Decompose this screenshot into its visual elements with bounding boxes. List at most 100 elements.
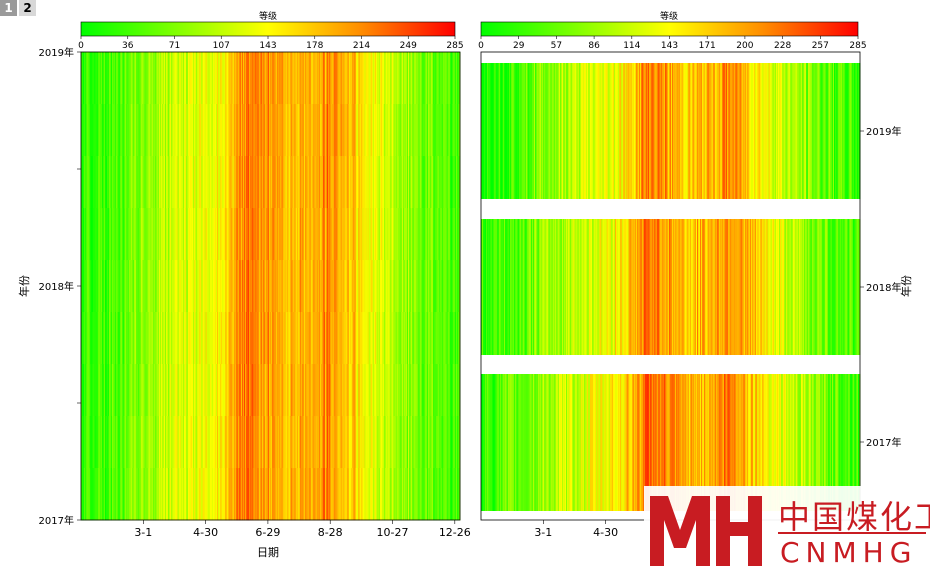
heatmap-cell — [220, 156, 222, 209]
heatmap-cell — [140, 364, 142, 417]
heatmap-cell — [168, 156, 170, 209]
heatmap-cell — [392, 208, 394, 261]
heatmap-cell — [690, 219, 693, 355]
heatmap-cell — [444, 52, 446, 105]
heatmap-cell — [256, 312, 258, 365]
heatmap-cell — [440, 156, 442, 209]
heatmap-cell — [391, 208, 393, 261]
tab-2[interactable]: 2 — [19, 0, 36, 16]
heatmap-cell — [111, 104, 113, 157]
heatmap-cell — [561, 374, 564, 511]
heatmap-cell — [114, 208, 116, 261]
heatmap-cell — [422, 156, 425, 209]
heatmap-cell — [168, 52, 170, 105]
heatmap-cell — [375, 208, 378, 261]
heatmap-cell — [116, 52, 118, 105]
heatmap-cell — [698, 219, 700, 355]
heatmap-cell — [447, 156, 449, 209]
heatmap-cell — [336, 260, 338, 313]
heatmap-cell — [383, 312, 385, 365]
heatmap-cell — [663, 374, 666, 511]
heatmap-cell — [349, 156, 352, 209]
heatmap-cell — [192, 208, 194, 261]
heatmap-cell — [829, 374, 832, 511]
heatmap-cell — [454, 52, 457, 105]
heatmap-cell — [95, 156, 97, 209]
heatmap-cell — [96, 156, 99, 209]
heatmap-cell — [114, 52, 116, 105]
heatmap-cell — [168, 208, 170, 261]
heatmap-cell — [130, 208, 133, 261]
heatmap-cell — [857, 63, 860, 199]
heatmap-cell — [414, 260, 416, 313]
heatmap-cell — [132, 260, 135, 313]
heatmap-cell — [89, 104, 91, 157]
heatmap-cell — [602, 374, 604, 511]
heatmap-cell — [640, 63, 643, 199]
heatmap-cell — [852, 219, 855, 355]
heatmap-cell — [353, 156, 355, 209]
heatmap-cell — [808, 374, 810, 511]
heatmap-cell — [426, 104, 429, 157]
heatmap-cell — [267, 260, 270, 313]
heatmap-cell — [453, 104, 456, 157]
heatmap-cell — [856, 374, 859, 511]
heatmap-cell — [242, 104, 245, 157]
heatmap-cell — [123, 364, 126, 417]
heatmap-cell — [237, 104, 240, 157]
heatmap-cell — [261, 312, 264, 365]
heatmap-cell — [181, 312, 184, 365]
heatmap-cell — [447, 260, 449, 313]
heatmap-cell — [318, 156, 321, 209]
heatmap-cell — [238, 208, 241, 261]
heatmap-cell — [389, 364, 391, 417]
heatmap-cell — [83, 364, 85, 417]
heatmap-cell — [402, 104, 405, 157]
heatmap-cell — [228, 104, 230, 157]
heatmap-cell — [190, 52, 192, 105]
heatmap-cell — [303, 312, 305, 365]
heatmap-cell — [654, 63, 656, 199]
heatmap-cell — [356, 364, 358, 417]
heatmap-cell — [356, 156, 358, 209]
heatmap-cell — [740, 219, 743, 355]
tab-1[interactable]: 1 — [0, 0, 17, 16]
heatmap-cell — [712, 374, 714, 511]
heatmap-cell — [372, 416, 375, 469]
heatmap-cell — [143, 52, 145, 105]
heatmap-cell — [330, 364, 332, 417]
heatmap-cell — [116, 260, 118, 313]
heatmap-cell — [299, 52, 301, 105]
heatmap-cell — [283, 312, 285, 365]
heatmap-cell — [339, 416, 341, 469]
heatmap-cell — [167, 416, 169, 469]
heatmap-cell — [674, 374, 676, 511]
heatmap-cell — [408, 208, 410, 261]
heatmap-cell — [208, 52, 211, 105]
heatmap-cell — [457, 52, 460, 105]
heatmap-cell — [110, 416, 112, 469]
heatmap-cell — [428, 104, 431, 157]
heatmap-cell — [430, 52, 433, 105]
heatmap-cell — [649, 374, 651, 511]
heatmap-cell — [180, 364, 183, 417]
heatmap-cell — [273, 260, 275, 313]
heatmap-cell — [218, 208, 220, 261]
heatmap-cell — [419, 260, 421, 313]
heatmap-cell — [176, 52, 178, 105]
heatmap-cell — [342, 364, 345, 417]
heatmap-cell — [88, 52, 90, 105]
heatmap-cell — [452, 260, 455, 313]
heatmap-cell — [225, 364, 227, 417]
heatmap-cell — [126, 104, 129, 157]
heatmap-cell — [743, 63, 746, 199]
heatmap-cell — [773, 219, 776, 355]
heatmap-cell — [257, 416, 259, 469]
heatmap-cell — [128, 156, 131, 209]
heatmap-cell — [196, 364, 198, 417]
heatmap-cell — [415, 468, 417, 521]
heatmap-cell — [816, 63, 818, 199]
heatmap-cell — [390, 156, 392, 209]
heatmap-cell — [358, 260, 360, 313]
heatmap-cell — [300, 260, 302, 313]
